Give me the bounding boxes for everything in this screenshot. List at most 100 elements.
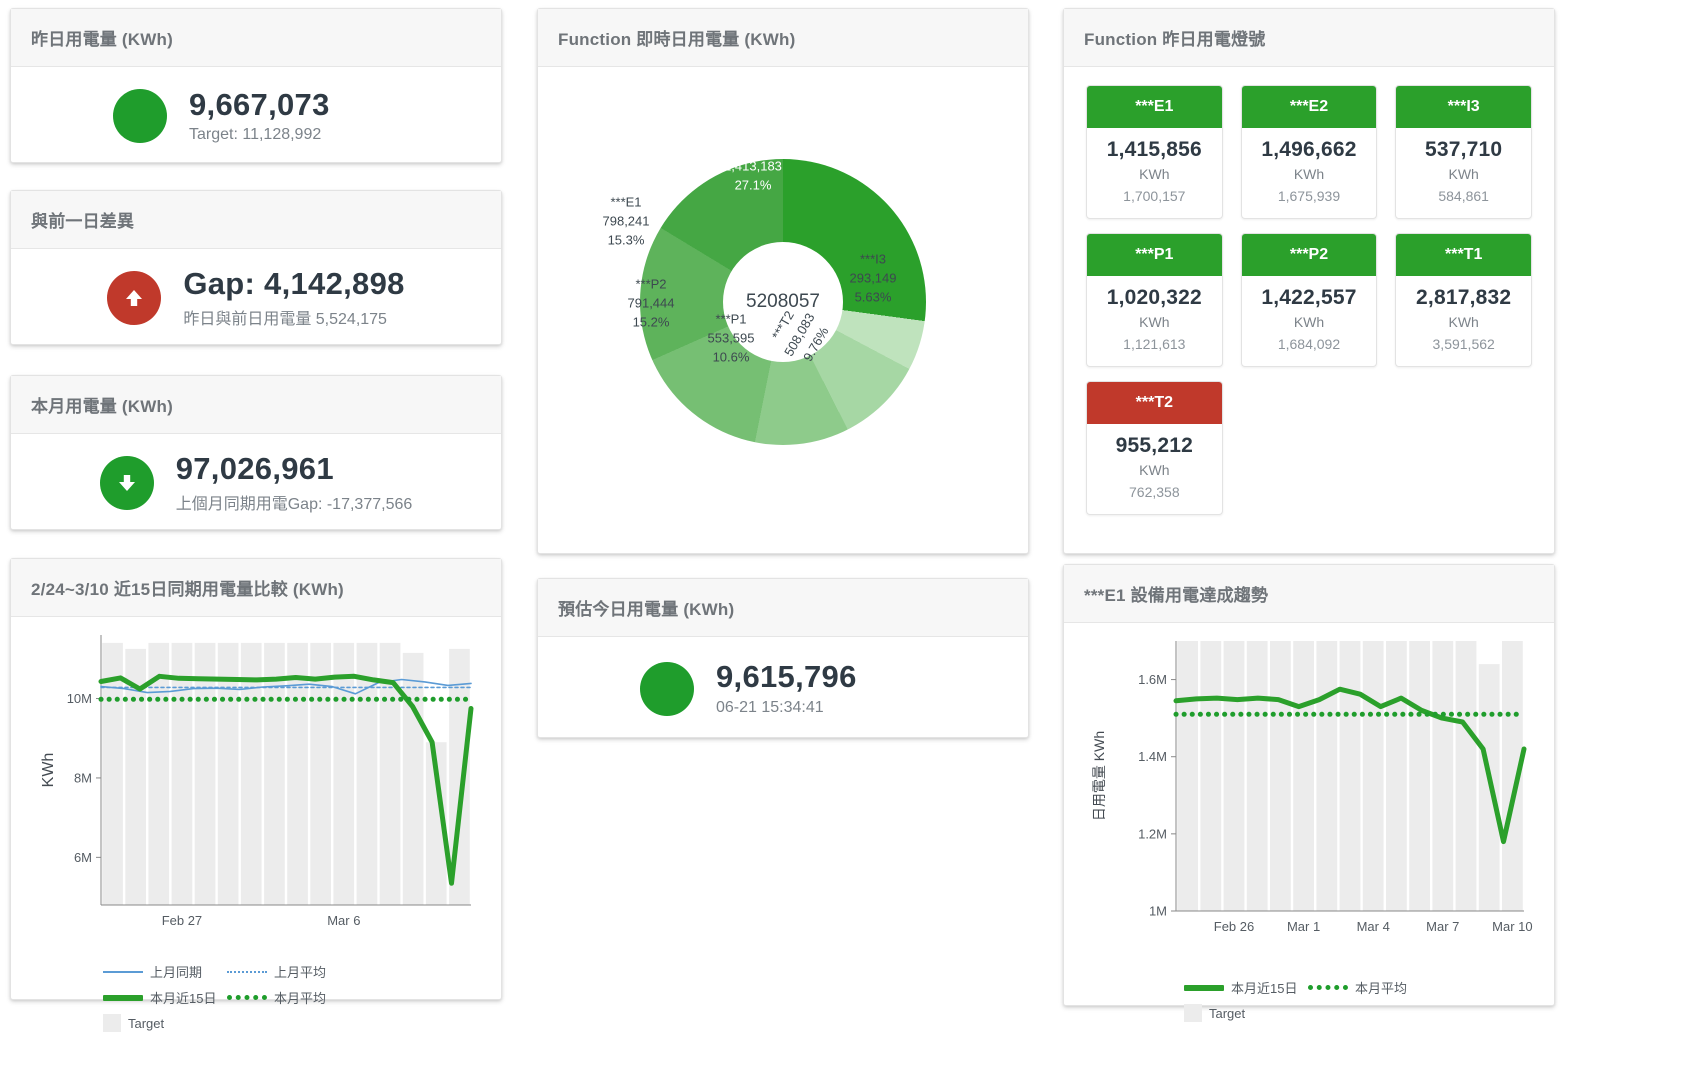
compare-chart-legend: 上月同期 上月平均本月近15日 本月平均 Target [103, 962, 345, 1039]
kpi-value: 9,615,796 [716, 659, 857, 695]
legend-row: 本月近15日 本月平均 [103, 988, 345, 1007]
signal-card-target: 1,700,157 [1123, 188, 1186, 204]
slice-name: ***T1 [737, 139, 769, 155]
y-tick-label: 1M [1149, 904, 1167, 919]
kpi-value: 9,667,073 [189, 86, 330, 122]
signal-card-value: 1,422,557 [1261, 286, 1357, 309]
card-realtime-donut: Function 即時日用電量 (KWh) 5208057 ***T1 1,413… [537, 8, 1029, 554]
e1-chart-legend: 本月近15日 本月平均 Target [1184, 978, 1426, 1029]
signal-card-unit: KWh [1448, 166, 1479, 182]
legend-item[interactable]: 上月平均 [227, 962, 345, 981]
series-line [100, 678, 472, 695]
legend-item[interactable]: Target [103, 1014, 221, 1032]
legend-item[interactable]: 本月平均 [227, 988, 345, 1007]
slice-percent: 15.3% [607, 232, 645, 248]
signal-card-value: 955,212 [1115, 434, 1193, 457]
x-tick-label: Mar 7 [1426, 919, 1459, 934]
signal-card-value: 1,020,322 [1106, 286, 1202, 309]
kpi-value: 97,026,961 [175, 450, 334, 486]
legend-item[interactable]: Target [1184, 1004, 1302, 1022]
legend-label: Target [1209, 1005, 1246, 1021]
signal-card[interactable]: ***I3 537,710 KWh 584,861 [1395, 85, 1532, 219]
legend-row: Target [103, 1014, 345, 1032]
target-bar [333, 642, 355, 905]
compare-line-chart: 6M 8M 10M Feb 27 Mar 6 KWh [11, 617, 501, 947]
card-yesterday-usage: 昨日用電量 (KWh) 9,667,073 Target: 11,128,992 [10, 8, 502, 163]
signal-card-name: ***E2 [1241, 86, 1377, 128]
target-bar [1339, 641, 1361, 911]
legend-item[interactable]: 本月近15日 [103, 988, 221, 1007]
legend-swatch [103, 994, 143, 1001]
target-bar [1409, 641, 1430, 911]
signal-card-target: 1,684,092 [1277, 336, 1341, 352]
series-line [1173, 686, 1527, 845]
x-tick-label: Feb 27 [162, 913, 202, 928]
signal-card[interactable]: ***P2 1,422,557 KWh 1,684,092 [1240, 233, 1378, 367]
target-bar [1502, 641, 1523, 911]
legend-row: Target [1184, 1004, 1426, 1022]
target-bar [1177, 641, 1198, 911]
target-bar [1432, 641, 1454, 911]
legend-label: Target [128, 1015, 165, 1031]
target-bar [240, 642, 262, 905]
y-tick-label: 1.2M [1138, 826, 1167, 841]
donut-slice-label: ***E1 798,241 15.3% [603, 194, 650, 251]
legend-item[interactable]: 上月同期 [103, 962, 221, 981]
legend-swatch [1184, 984, 1224, 991]
signal-card-name: ***T1 [1396, 234, 1531, 276]
card-day-difference: 與前一日差異 Gap: 4,142,898 昨日與前日用電量 5,524,175 [10, 190, 502, 345]
legend-item[interactable]: 本月近15日 [1184, 978, 1302, 997]
signal-card-name: ***P2 [1241, 234, 1377, 276]
card-title: Function 昨日用電燈號 [1064, 9, 1554, 67]
legend-label: 上月同期 [150, 965, 203, 980]
donut-chart: 5208057 ***T1 1,413,183 27.1% ***I3 293,149 5… [538, 67, 1028, 537]
legend-row: 上月同期 上月平均 [103, 962, 345, 981]
kpi-subtext: 06-21 15:34:41 [716, 698, 824, 716]
legend-swatch [103, 970, 143, 973]
legend-swatch [1308, 985, 1348, 990]
x-tick-label: Mar 4 [1357, 919, 1390, 934]
y-tick-label: 6M [74, 850, 92, 865]
card-estimated-today: 預估今日用電量 (KWh) 9,615,796 06-21 15:34:41 [537, 578, 1029, 738]
green-circle-icon [113, 89, 167, 143]
legend-item[interactable]: 本月平均 [1308, 978, 1426, 997]
kpi-subtext: 上個月同期用電Gap: -17,377,566 [175, 496, 413, 514]
target-bar [1223, 641, 1245, 911]
signal-card[interactable]: ***T1 2,817,832 KWh 3,591,562 [1395, 233, 1532, 367]
slice-name: ***E1 [610, 194, 642, 210]
signal-card-unit: KWh [1139, 166, 1170, 182]
donut-center-total: 5208057 [723, 242, 843, 362]
target-bar [310, 642, 331, 905]
card-e1-trend: ***E1 設備用電達成趨勢 1M 1.2M 1.4M 1.6M Feb 26 Mar 1… [1063, 564, 1555, 1022]
target-bar [1316, 641, 1338, 911]
signal-card[interactable]: ***P1 1,020,322 KWh 1,121,613 [1086, 233, 1223, 367]
signal-card-unit: KWh [1448, 314, 1479, 330]
y-axis-label: KWh [40, 753, 57, 788]
target-bar [102, 642, 123, 905]
card-title: 預估今日用電量 (KWh) [538, 579, 1028, 637]
target-bar [194, 642, 216, 905]
card-compare-15days: 2/24~3/10 近15日同期用電量比較 (KWh) 6M 8M 10M Feb 2… [10, 558, 502, 1032]
donut-slice-label: ***E2 850,362 16.3% [643, 117, 690, 174]
signal-card-name: ***T2 [1087, 382, 1222, 424]
signal-card-target: 584,861 [1438, 188, 1489, 204]
target-bar [287, 642, 308, 905]
legend-label: 本月近15日 [150, 991, 217, 1006]
e1-line-chart: 1M 1.2M 1.4M 1.6M Feb 26 Mar 1 Mar 4 Mar 7 Mar 1… [1064, 623, 1554, 953]
card-month-usage: 本月用電量 (KWh) 97,026,961 上個月同期用電Gap: -17,3… [10, 375, 502, 530]
signal-card[interactable]: ***E2 1,496,662 KWh 1,675,939 [1240, 85, 1378, 219]
kpi-subtext: 昨日與前日用電量 5,524,175 [183, 311, 387, 329]
legend-swatch [227, 970, 267, 973]
signal-card-unit: KWh [1139, 462, 1170, 478]
card-title: 與前一日差異 [11, 191, 501, 249]
kpi-subtext: Target: 11,128,992 [189, 126, 322, 144]
legend-label: 上月平均 [274, 965, 327, 980]
signal-card[interactable]: ***E1 1,415,856 KWh 1,700,157 [1086, 85, 1223, 219]
signal-card[interactable]: ***T2 955,212 KWh 762,358 [1086, 381, 1223, 515]
x-tick-label: Mar 10 [1492, 919, 1532, 934]
x-tick-label: Feb 26 [1214, 919, 1254, 934]
target-bar [1293, 641, 1314, 911]
target-bar [1362, 641, 1384, 911]
card-title: Function 即時日用電量 (KWh) [538, 9, 1028, 67]
